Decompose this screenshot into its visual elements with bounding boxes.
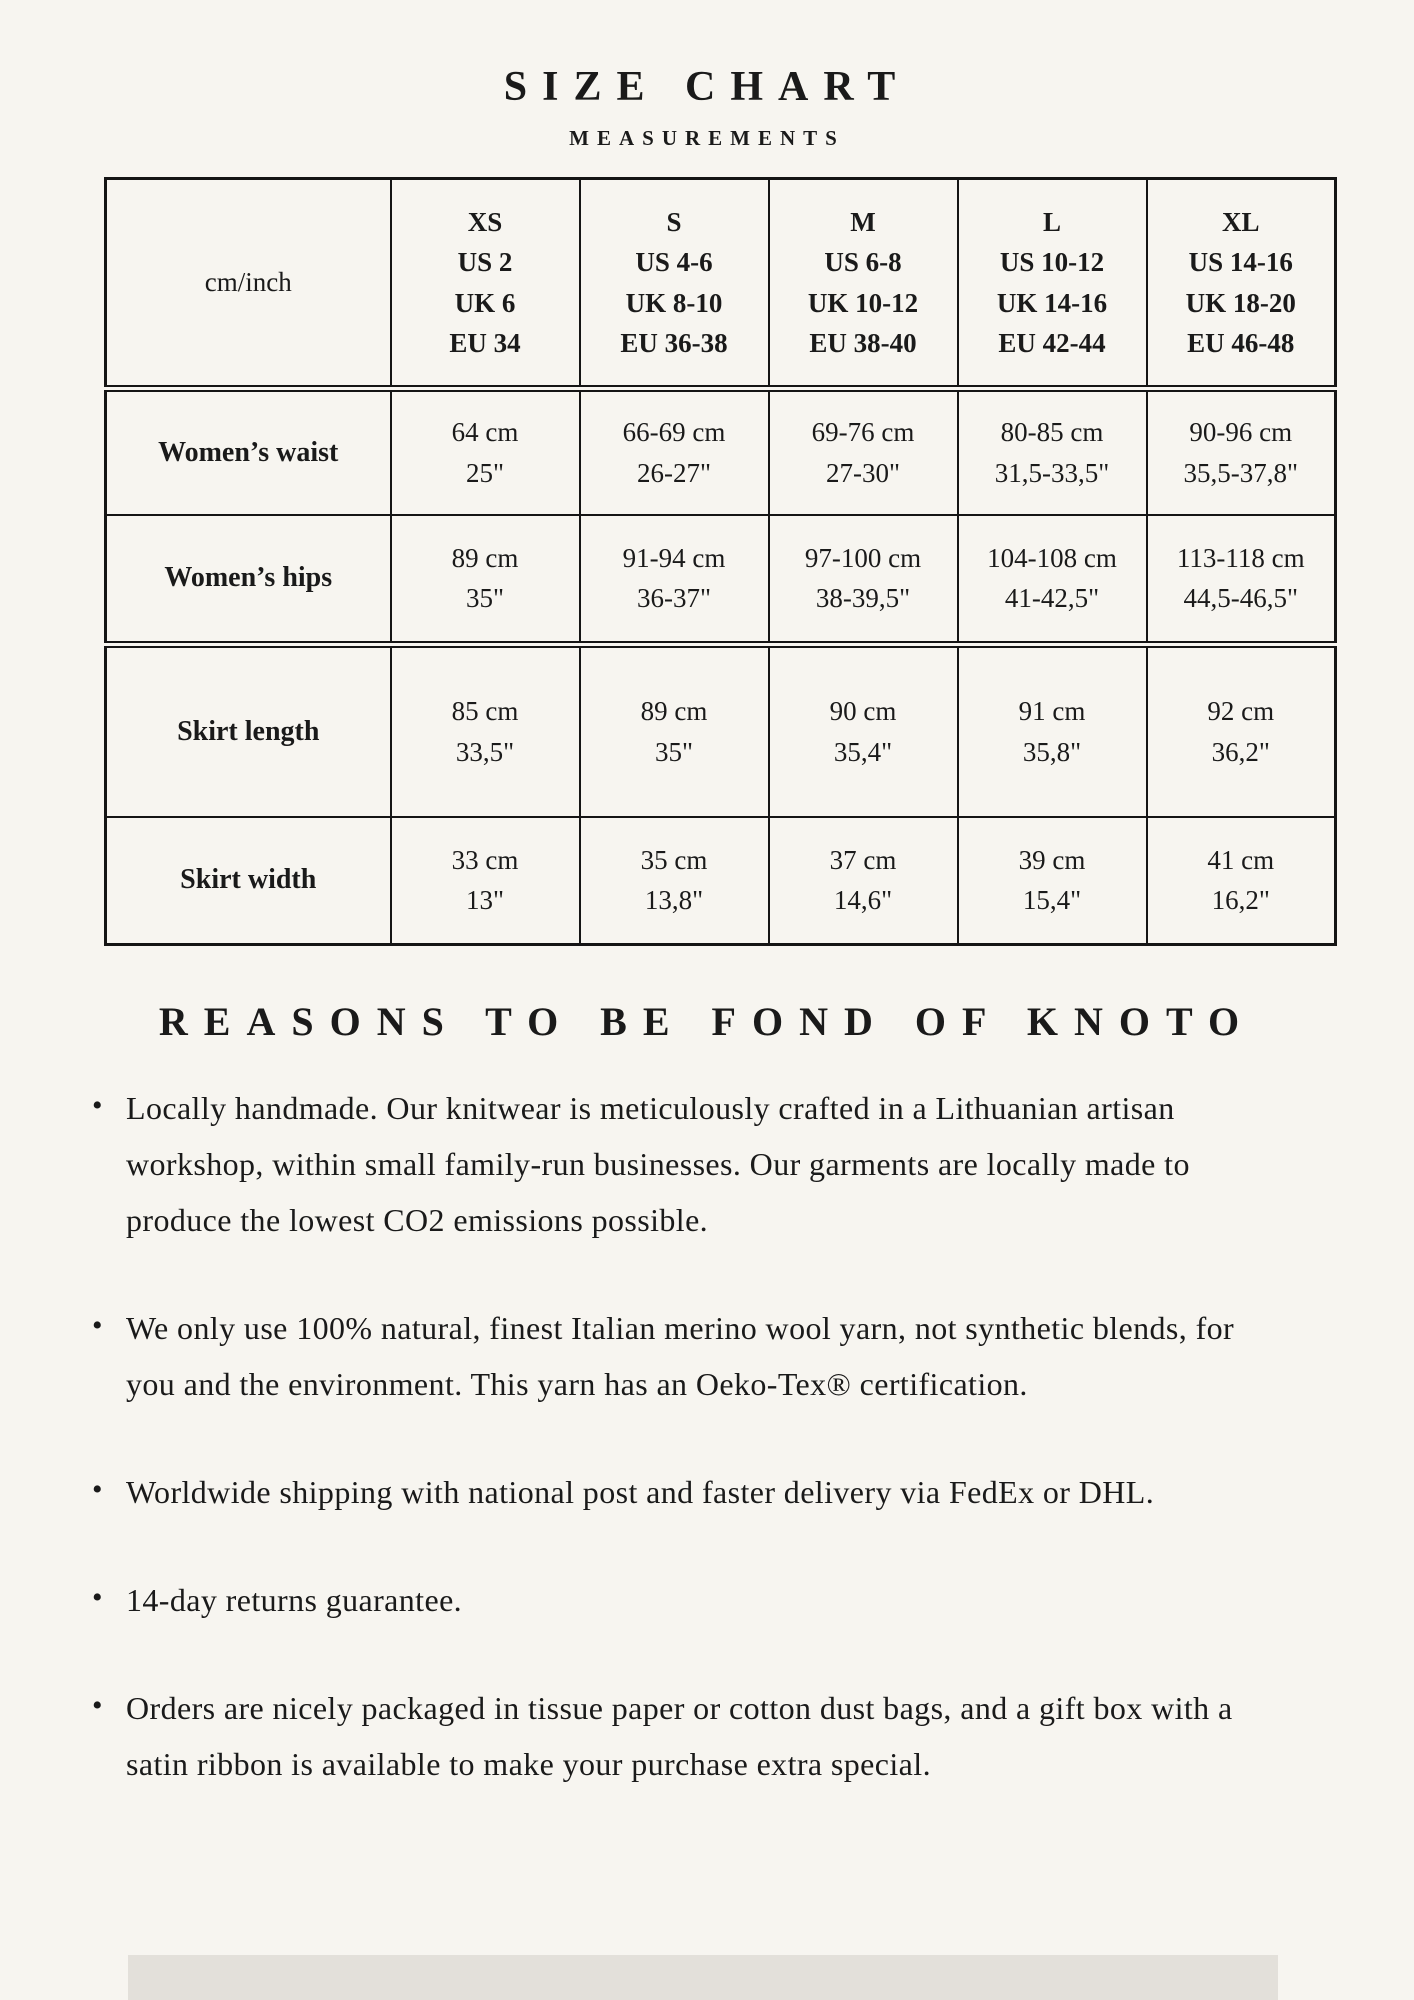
bullet-icon: •	[92, 1473, 103, 1507]
measurement-cell: 66-69 cm 26-27"	[578, 387, 770, 516]
measurement-cell: 33 cm 13"	[389, 815, 581, 946]
row-label-skirt-length: Skirt length	[104, 643, 392, 818]
list-item: • Worldwide shipping with national post …	[92, 1464, 1414, 1520]
measurement-cell: 113-118 cm 44,5-46,5"	[1145, 513, 1337, 649]
measurement-cell: 41 cm 16,2"	[1145, 815, 1337, 946]
reason-text: 14-day returns guarantee.	[126, 1582, 463, 1619]
measurement-cell: 35 cm 13,8"	[578, 815, 770, 946]
bullet-icon: •	[92, 1689, 103, 1723]
measurement-cell: 90 cm 35,4"	[767, 643, 959, 818]
measurement-cell: 39 cm 15,4"	[956, 815, 1148, 946]
measurement-cell: 104-108 cm 41-42,5"	[956, 513, 1148, 649]
column-header-m: M US 6-8 UK 10-12 EU 38-40	[767, 177, 959, 393]
measurement-cell: 97-100 cm 38-39,5"	[767, 513, 959, 649]
bullet-icon: •	[92, 1089, 103, 1123]
row-label-womens-waist: Women’s waist	[104, 387, 392, 516]
measurement-cell: 85 cm 33,5"	[389, 643, 581, 818]
table-row-womens-waist: Women’s waist 64 cm 25" 66-69 cm 26-27" …	[104, 387, 1337, 516]
reason-text: Worldwide shipping with national post an…	[126, 1474, 1155, 1511]
column-header-l: L US 10-12 UK 14-16 EU 42-44	[956, 177, 1148, 393]
list-item: • Locally handmade. Our knitwear is meti…	[92, 1080, 1414, 1248]
page-title: SIZE CHART	[503, 64, 911, 110]
page-subtitle: MEASUREMENTS	[569, 126, 845, 151]
measurement-cell: 90-96 cm 35,5-37,8"	[1145, 387, 1337, 516]
reasons-heading: REASONS TO BE FOND OF KNOTO	[158, 999, 1256, 1045]
unit-label-cell: cm/inch	[104, 177, 392, 393]
table-row-womens-hips: Women’s hips 89 cm 35" 91-94 cm 36-37" 9…	[104, 513, 1337, 649]
reasons-list: • Locally handmade. Our knitwear is meti…	[0, 1080, 1414, 1792]
row-label-skirt-width: Skirt width	[104, 815, 392, 946]
measurement-cell: 91-94 cm 36-37"	[578, 513, 770, 649]
measurement-cell: 69-76 cm 27-30"	[767, 387, 959, 516]
bullet-icon: •	[92, 1309, 103, 1343]
row-label-womens-hips: Women’s hips	[104, 513, 392, 649]
table-header-row: cm/inch XS US 2 UK 6 EU 34 S US 4-6 UK 8…	[104, 177, 1337, 393]
reason-text: We only use 100% natural, finest Italian…	[126, 1310, 1235, 1403]
column-header-xl: XL US 14-16 UK 18-20 EU 46-48	[1145, 177, 1337, 393]
measurement-cell: 80-85 cm 31,5-33,5"	[956, 387, 1148, 516]
table-row-skirt-width: Skirt width 33 cm 13" 35 cm 13,8" 37 cm …	[104, 815, 1337, 946]
measurement-cell: 89 cm 35"	[389, 513, 581, 649]
list-item: • 14-day returns guarantee.	[92, 1572, 1414, 1628]
list-item: • Orders are nicely packaged in tissue p…	[92, 1680, 1414, 1792]
measurement-cell: 89 cm 35"	[578, 643, 770, 818]
list-item: • We only use 100% natural, finest Itali…	[92, 1300, 1414, 1412]
table-row-skirt-length: Skirt length 85 cm 33,5" 89 cm 35" 90 cm…	[104, 643, 1337, 818]
reason-text: Locally handmade. Our knitwear is meticu…	[126, 1090, 1190, 1239]
measurement-cell: 37 cm 14,6"	[767, 815, 959, 946]
column-header-s: S US 4-6 UK 8-10 EU 36-38	[578, 177, 770, 393]
measurement-cell: 91 cm 35,8"	[956, 643, 1148, 818]
bullet-icon: •	[92, 1581, 103, 1615]
column-header-xs: XS US 2 UK 6 EU 34	[389, 177, 581, 393]
measurement-cell: 92 cm 36,2"	[1145, 643, 1337, 818]
size-chart-table: cm/inch XS US 2 UK 6 EU 34 S US 4-6 UK 8…	[104, 177, 1337, 947]
bottom-section-edge	[128, 1955, 1278, 2000]
measurement-cell: 64 cm 25"	[389, 387, 581, 516]
reason-text: Orders are nicely packaged in tissue pap…	[126, 1690, 1233, 1783]
